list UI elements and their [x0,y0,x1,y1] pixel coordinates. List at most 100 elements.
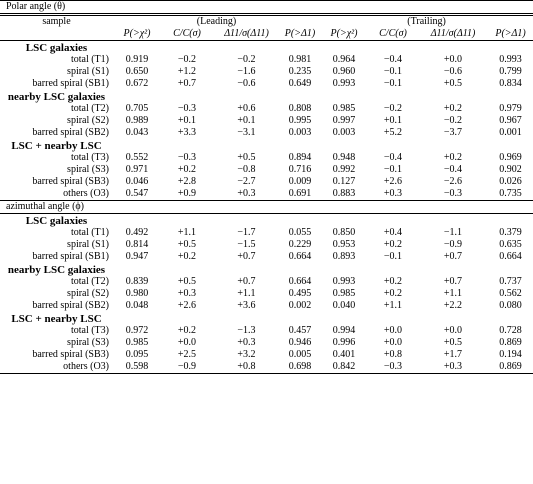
col-header: Δ11/σ(Δ11) [224,28,269,39]
table-cell: −1.1 [443,227,463,238]
table-cell: 0.985 [125,337,149,348]
empty-cell [368,312,418,325]
table-cell: 0.996 [332,337,356,348]
empty-cell [320,139,368,152]
table-cell: 0.664 [499,251,522,262]
table-cell: +0.3 [237,337,256,348]
table-cell: 0.002 [288,300,312,311]
table-cell: +1.1 [177,227,197,238]
empty-cell [320,40,368,54]
table-cell: −0.4 [383,54,403,65]
table-cell: +0.0 [443,54,463,65]
table-cell: −0.9 [443,239,463,250]
empty-cell [488,90,533,103]
polar-title-row: Polar angle (θ) [0,0,533,15]
row-label: total (T3) [70,325,109,336]
table-cell: −2.7 [237,176,256,187]
table-cell: −0.2 [443,115,463,126]
empty-cell [113,312,161,325]
table-cell: 0.893 [332,251,356,262]
table-row: barred spiral (SB2) 0.043 +3.3 −3.1 0.003 0.0… [0,127,533,139]
table-cell: +3.6 [237,300,256,311]
table-cell: 0.799 [499,66,522,77]
empty-cell [418,263,488,276]
group-title: LSC + nearby LSC [11,313,102,325]
table-cell: +5.2 [383,127,403,138]
table-cell: −0.3 [368,361,418,374]
table-cell: 0.457 [288,325,312,336]
row-label: barred spiral (SB2) [32,300,109,311]
table-cell: 0.005 [288,349,312,360]
table-cell: 0.947 [125,251,149,262]
col-header: C/C(σ) [379,28,407,39]
empty-cell [488,40,533,54]
table-cell: 0.040 [332,300,356,311]
table-cell: 0.046 [125,176,149,187]
table-cell: 0.003 [332,127,356,138]
table-cell: +0.8 [383,349,403,360]
row-label: barred spiral (SB3) [32,349,109,360]
row-label: total (T2) [70,276,109,287]
table-cell: +0.7 [237,276,256,287]
table-cell: 0.080 [499,300,522,311]
empty-cell [280,40,320,54]
table-cell: −0.1 [383,251,403,262]
table-cell: +0.8 [213,361,280,374]
table-cell: +0.7 [443,276,463,287]
table-cell: +0.2 [383,276,403,287]
table-cell: +0.5 [443,78,463,89]
empty-cell [368,263,418,276]
table-cell: 0.997 [332,115,356,126]
table-cell: −0.2 [177,54,197,65]
table-cell: 0.728 [499,325,522,336]
table-row: spiral (S3) 0.971 +0.2 −0.8 0.716 0.992 −0.1 −0… [0,164,533,176]
table-row: total (T3) 0.972 +0.2 −1.3 0.457 0.994 +0.0 +0.… [0,325,533,337]
table-cell: 0.492 [125,227,149,238]
table-cell: +2.6 [383,176,403,187]
table-row: total (T2) 0.839 +0.5 +0.7 0.664 0.993 +0.2 +0.… [0,276,533,288]
table-cell: 0.869 [488,361,533,374]
table-cell: 0.993 [332,276,356,287]
table-cell: +3.2 [237,349,256,360]
table-cell: 0.048 [125,300,149,311]
empty-cell [368,213,418,227]
table-cell: −1.6 [237,66,256,77]
empty-cell [113,90,161,103]
table-row: barred spiral (SB3) 0.095 +2.5 +3.2 0.005 0.4… [0,349,533,361]
leading-label: (Leading) [113,13,320,28]
table-row: spiral (S3) 0.985 +0.0 +0.3 0.946 0.996 +0.0 +0… [0,337,533,349]
table-cell: −0.1 [383,78,403,89]
table-cell: 0.993 [332,78,356,89]
empty-cell [488,213,533,227]
table-cell: 0.971 [125,164,149,175]
empty-cell [161,40,213,54]
table-cell: 0.834 [499,78,522,89]
empty-cell [161,90,213,103]
table-cell: +0.9 [177,188,197,199]
table-cell: 0.043 [125,127,149,138]
table-cell: +1.7 [443,349,463,360]
group-title: LSC + nearby LSC [11,140,102,152]
table-cell: 0.003 [288,127,312,138]
table-cell: +0.0 [383,325,403,336]
table-cell: +0.3 [237,188,256,199]
table-cell: 0.235 [288,66,312,77]
table-cell: −0.4 [383,152,403,163]
table-cell: −0.8 [237,164,256,175]
empty-cell [280,213,320,227]
table-cell: −1.7 [237,227,256,238]
table-cell: +0.0 [443,325,463,336]
table-cell: 0.026 [499,176,522,187]
sample-label: sample [0,13,113,28]
table-cell: 0.055 [288,227,312,238]
row-label: barred spiral (SB3) [32,176,109,187]
table-cell: +0.2 [443,152,463,163]
table-cell: 0.960 [332,66,356,77]
table-row: total (T3) 0.552 −0.3 +0.5 0.894 0.948 −0.4 +0.… [0,152,533,164]
table-cell: +3.3 [177,127,197,138]
empty-cell [213,139,280,152]
table-cell: 0.598 [113,361,161,374]
empty-cell [161,139,213,152]
table-cell: +1.1 [443,288,463,299]
empty-cell [488,263,533,276]
